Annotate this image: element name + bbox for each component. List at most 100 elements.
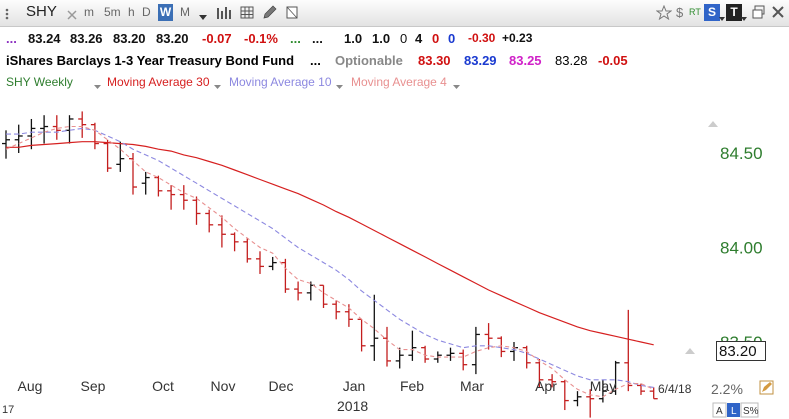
interval-w[interactable]: W: [158, 4, 173, 21]
scale-buttons: A L S%: [712, 402, 759, 418]
scale-button-pct[interactable]: [740, 402, 759, 418]
legend-ma30-dropdown-icon[interactable]: [214, 79, 221, 93]
scale-button-a[interactable]: [712, 402, 727, 418]
ohlc-bar: [319, 284, 328, 308]
legend-ma4-dropdown-icon[interactable]: [453, 79, 460, 93]
ohlc-bar: [90, 122, 99, 150]
close-icon[interactable]: [66, 8, 78, 23]
ohlc-bar: [52, 115, 61, 140]
ohlc-bar: [370, 294, 379, 361]
quote-v2: 1.0: [372, 31, 391, 46]
legend-shy-weekly[interactable]: SHY Weekly: [6, 75, 73, 89]
interval-h[interactable]: h: [128, 5, 135, 19]
quote-open: 83.24: [28, 31, 61, 46]
y-tick-label: 84.50: [720, 144, 763, 163]
ohlc-bar: [154, 175, 163, 197]
ohlc-bar: [395, 347, 404, 369]
t-dropdown-icon[interactable]: [741, 9, 747, 24]
legend-shy-dropdown-icon[interactable]: [94, 79, 101, 93]
ma10-line: [6, 127, 654, 388]
pencil-icon[interactable]: [262, 5, 277, 20]
note-icon[interactable]: [284, 5, 300, 20]
legend-row: SHY Weekly Moving Average 30 Moving Aver…: [0, 72, 789, 90]
scale-button-l-label: L: [731, 406, 737, 417]
legend-ma4[interactable]: Moving Average 4: [351, 75, 447, 89]
scroll-up-triangle-icon[interactable]: [708, 121, 718, 127]
ohlc-bar: [116, 141, 125, 172]
symbol-label[interactable]: SHY: [26, 3, 57, 20]
scroll-down-triangle-icon[interactable]: [685, 348, 695, 354]
ohlc-bar: [586, 389, 595, 418]
ma4-value: 83.25: [509, 53, 542, 68]
ohlc-bar: [281, 258, 290, 293]
ohlc-bar: [230, 232, 239, 252]
interval-dropdown-icon[interactable]: [198, 9, 208, 24]
ohlc-bar: [179, 185, 188, 210]
interval-m[interactable]: m: [84, 5, 94, 19]
ohlc-bar: [103, 139, 112, 172]
ohlc-bar: [141, 171, 150, 195]
y-tick-label: 84.00: [720, 239, 763, 258]
ohlc-bar: [446, 347, 455, 361]
ohlc-bar: [27, 118, 36, 150]
ohlc-bar: [205, 209, 214, 233]
t-icon[interactable]: T: [726, 4, 742, 21]
close-window-icon[interactable]: [771, 5, 785, 20]
bar-chart-icon[interactable]: [216, 5, 232, 20]
ohlc-bar: [649, 387, 658, 400]
ohlc-bar: [573, 391, 582, 407]
ohlc-bar: [510, 342, 518, 361]
ma30-line: [6, 141, 654, 346]
grid-icon[interactable]: [240, 5, 255, 20]
quote-row: ... 83.24 83.26 83.20 83.20 -0.07 -0.1% …: [0, 28, 789, 48]
quote-v1: 1.0: [344, 31, 363, 46]
scale-button-pct-label: S%: [743, 406, 759, 417]
ohlc-bar: [78, 111, 87, 138]
ohlc-bar: [484, 323, 493, 350]
desc-dots: ...: [310, 53, 321, 68]
legend-ma10[interactable]: Moving Average 10: [229, 75, 332, 89]
s-icon[interactable]: S: [704, 4, 720, 21]
optionable-label: Optionable: [335, 53, 403, 68]
fund-name: iShares Barclays 1-3 Year Treasury Bond …: [6, 53, 295, 68]
price-chart[interactable]: Aug Sep Oct Nov Dec Jan Feb Mar Apr May 84.50 84.0…: [0, 90, 789, 419]
x-tick-label: Mar: [460, 378, 484, 394]
x-tick-label: Apr: [535, 378, 557, 394]
interval-d[interactable]: D: [142, 5, 151, 19]
ohlc-bar: [268, 256, 277, 271]
quote-prefix: ...: [6, 31, 17, 46]
ma10-value: 83.29: [464, 53, 497, 68]
x-axis-labels: Aug Sep Oct Nov Dec Jan Feb Mar Apr May: [18, 378, 617, 394]
interval-5m[interactable]: 5m: [104, 5, 121, 19]
rt-icon[interactable]: RT: [689, 7, 701, 17]
ohlc-bar: [217, 215, 226, 248]
x-tick-label: Oct: [152, 378, 174, 394]
dollar-icon[interactable]: $: [674, 5, 688, 20]
legend-ma30[interactable]: Moving Average 30: [107, 75, 210, 89]
x-tick-label: Sep: [81, 378, 106, 394]
ohlc-bar: [624, 309, 633, 392]
description-row: iShares Barclays 1-3 Year Treasury Bond …: [0, 50, 789, 70]
star-icon[interactable]: [655, 4, 673, 21]
dots-icon[interactable]: [4, 7, 18, 22]
ohlc-bar: [129, 153, 137, 195]
ma30-value: 83.30: [418, 53, 451, 68]
svg-text:$: $: [676, 5, 684, 20]
scale-button-l[interactable]: [727, 403, 740, 417]
edit-pencil-icon[interactable]: [759, 380, 774, 395]
quote-neg: -0.30: [468, 31, 496, 45]
ohlc-bar: [535, 359, 544, 388]
ma4-line: [5, 125, 654, 398]
ohlc-bar: [14, 124, 23, 153]
ohlc-bar: [497, 336, 506, 358]
x-tick-label: Aug: [18, 378, 43, 394]
restore-icon[interactable]: [752, 5, 766, 20]
x-tick-label: Feb: [400, 378, 424, 394]
legend-ma10-dropdown-icon[interactable]: [336, 79, 343, 93]
ohlc-bar: [294, 281, 303, 301]
quote-low: 83.20: [113, 31, 146, 46]
chart-toolbar: SHY m 5m h D W M $ RT S T: [0, 0, 789, 27]
quote-n0: 0: [400, 31, 408, 46]
s-dropdown-icon[interactable]: [719, 9, 725, 24]
interval-m-monthly[interactable]: M: [180, 5, 190, 19]
